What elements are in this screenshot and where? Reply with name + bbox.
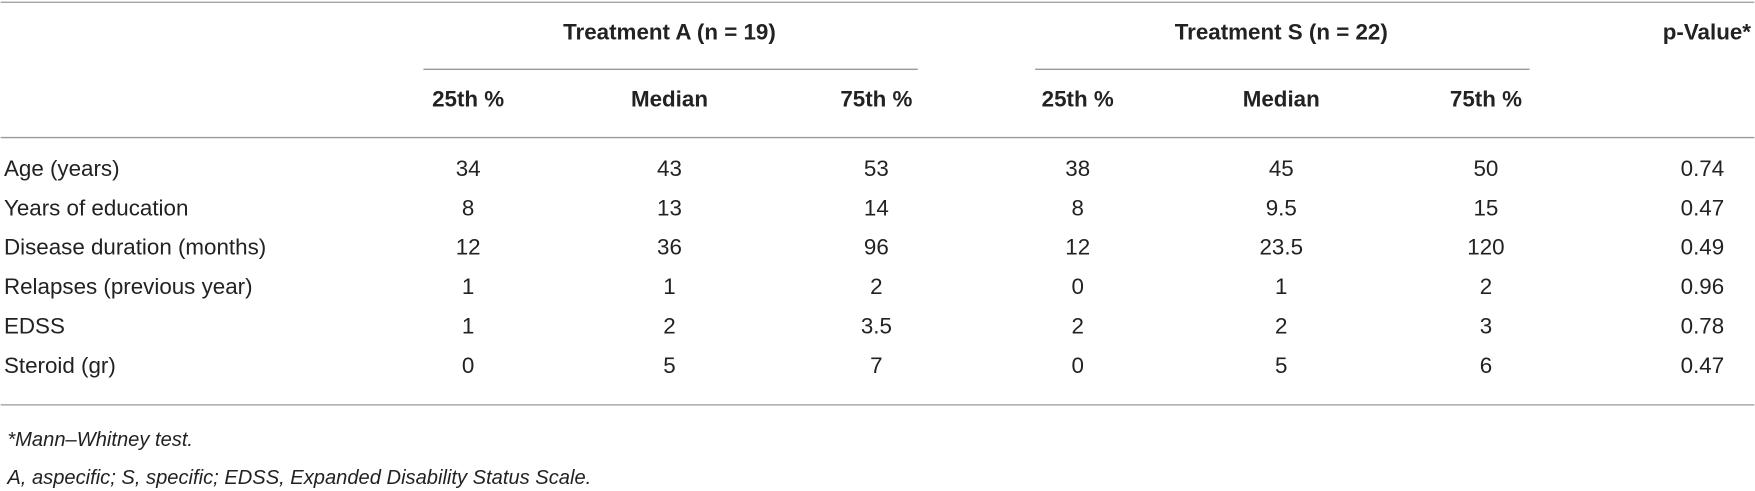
cell: 2 <box>663 313 675 338</box>
cell: 34 <box>456 156 481 181</box>
cell: 14 <box>864 195 889 220</box>
footnote: *Mann–Whitney test. <box>7 429 193 451</box>
cell: 1 <box>462 274 474 299</box>
row-label: Age (years) <box>4 156 120 181</box>
group-header: Treatment A (n = 19) <box>563 19 776 44</box>
column-header: Median <box>631 87 708 112</box>
cell: 7 <box>870 353 882 378</box>
column-header: 75th % <box>840 87 912 112</box>
row-label: EDSS <box>4 313 65 338</box>
group-header: Treatment S (n = 22) <box>1175 19 1388 44</box>
column-header: 25th % <box>1042 87 1114 112</box>
p-header: p-Value* <box>1663 19 1752 44</box>
row-label: Steroid (gr) <box>4 353 116 378</box>
p-value: 0.47 <box>1681 353 1725 378</box>
cell: 5 <box>663 353 675 378</box>
cell: 23.5 <box>1259 235 1303 260</box>
cell: 9.5 <box>1266 195 1297 220</box>
footnote: A, aspecific; S, specific; EDSS, Expande… <box>6 467 591 489</box>
cell: 0 <box>1071 274 1083 299</box>
cell: 12 <box>456 235 481 260</box>
cell: 50 <box>1473 156 1498 181</box>
cell: 38 <box>1065 156 1090 181</box>
cell: 43 <box>657 156 682 181</box>
column-header: 25th % <box>432 87 504 112</box>
row-label: Years of education <box>4 195 188 220</box>
p-value: 0.96 <box>1681 274 1725 299</box>
cell: 1 <box>462 313 474 338</box>
p-value: 0.49 <box>1681 235 1725 260</box>
cell: 13 <box>657 195 682 220</box>
cell: 1 <box>1275 274 1287 299</box>
cell: 53 <box>864 156 889 181</box>
cell: 120 <box>1467 235 1504 260</box>
cell: 2 <box>1480 274 1492 299</box>
cell: 45 <box>1269 156 1294 181</box>
p-value: 0.74 <box>1681 156 1725 181</box>
cell: 0 <box>1071 353 1083 378</box>
row-label: Disease duration (months) <box>4 235 266 260</box>
cell: 36 <box>657 235 682 260</box>
cell: 8 <box>462 195 474 220</box>
p-value: 0.47 <box>1681 195 1725 220</box>
column-header: Median <box>1243 87 1320 112</box>
cell: 2 <box>870 274 882 299</box>
row-label: Relapses (previous year) <box>4 274 253 299</box>
cell: 3.5 <box>861 313 892 338</box>
cell: 6 <box>1480 353 1492 378</box>
column-header: 75th % <box>1450 87 1522 112</box>
cell: 8 <box>1071 195 1083 220</box>
cell: 12 <box>1065 235 1090 260</box>
p-value: 0.78 <box>1681 313 1725 338</box>
cell: 1 <box>663 274 675 299</box>
cell: 3 <box>1480 313 1492 338</box>
cell: 5 <box>1275 353 1287 378</box>
cell: 15 <box>1473 195 1498 220</box>
cell: 2 <box>1071 313 1083 338</box>
cell: 2 <box>1275 313 1287 338</box>
cell: 0 <box>462 353 474 378</box>
cell: 96 <box>864 235 889 260</box>
